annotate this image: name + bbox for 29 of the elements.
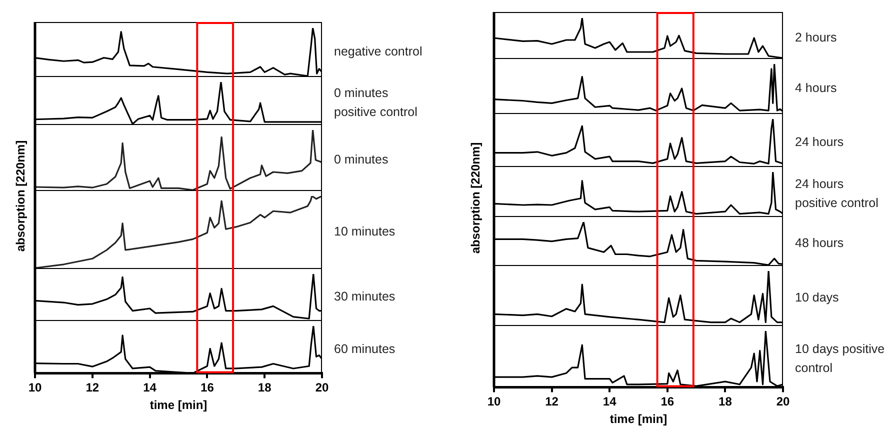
x-tick-label: 18 (258, 380, 272, 395)
x-tick-label: 12 (86, 380, 100, 395)
series-label: 30 minutes (334, 289, 396, 304)
x-tick-label: 20 (776, 394, 790, 409)
x-tick-label: 16 (200, 380, 214, 395)
series-label: 0 minutes (334, 152, 388, 166)
x-tick-label: 14 (143, 380, 157, 395)
text: 10 minutes (334, 224, 396, 238)
x-tick-label: 12 (545, 394, 559, 409)
x-tick-label: 20 (315, 380, 329, 395)
series-label: 48 hours (795, 236, 844, 250)
x-axis-title: time [min] (610, 412, 668, 426)
series-label: 24 hours positive control (795, 176, 878, 210)
series-label: negative control (334, 44, 422, 58)
series-label: 2 hours (795, 30, 837, 44)
x-tick-label: 10 (487, 394, 501, 409)
x-tick-label: 10 (28, 380, 42, 395)
series-label: 4 hours (795, 80, 837, 95)
x-tick-label: 18 (718, 394, 732, 409)
series-label: 10 days (795, 290, 839, 304)
x-axis-title: time [min] (150, 398, 208, 412)
x-tick-label: 14 (602, 394, 617, 409)
x-tick-label: 16 (660, 394, 674, 409)
y-axis-title: absorption [220nm] (13, 140, 28, 252)
y-axis-title: absorption [220nm] (468, 142, 482, 254)
series-label: 60 minutes (334, 342, 396, 356)
series-label: 24 hours (795, 134, 844, 149)
series-label: 0 minutes positive control (334, 86, 418, 119)
series-label: 10 days positive control (795, 342, 885, 376)
